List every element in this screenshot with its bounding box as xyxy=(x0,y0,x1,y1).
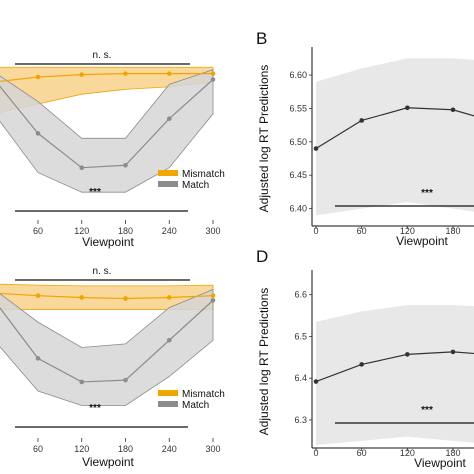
match-point xyxy=(123,162,128,168)
match-point xyxy=(210,77,216,82)
y-tick-label: 6.45 xyxy=(289,170,307,180)
legend-swatch-match xyxy=(158,181,178,187)
x-tick-label: 240 xyxy=(162,226,177,236)
match-point xyxy=(35,131,41,136)
ci-band xyxy=(316,305,474,445)
y-tick-label: 6.40 xyxy=(289,204,307,214)
plot-area xyxy=(313,305,474,445)
legend-label-match: Match xyxy=(182,400,209,411)
x-axis-title: Viewpoint xyxy=(82,235,134,249)
match-ci-band xyxy=(0,288,214,406)
significance-label: *** xyxy=(421,405,433,416)
plot-area xyxy=(0,66,216,193)
plot-area xyxy=(0,283,216,406)
mismatch-point xyxy=(35,293,41,298)
x-axis-title: Viewpoint xyxy=(82,455,134,469)
mismatch-point xyxy=(79,295,85,300)
panel-c: n. s. *** 60 120 180 240 300 Viewpoint MismatchM… xyxy=(0,266,225,469)
prediction-point xyxy=(405,352,410,357)
mismatch-point xyxy=(123,71,128,76)
panel-b: 6.40 6.45 6.50 6.55 6.60 0 60 120 180 *** Viewpoin… xyxy=(257,47,474,248)
match-ci-band xyxy=(0,69,214,193)
x-tick-label: 120 xyxy=(74,226,89,236)
ci-band xyxy=(316,58,474,216)
x-tick-label: 180 xyxy=(445,448,460,458)
prediction-point xyxy=(313,379,319,384)
x-tick-label: 0 xyxy=(313,226,318,236)
match-point xyxy=(123,377,128,383)
mismatch-point xyxy=(166,71,172,76)
prediction-point xyxy=(359,362,364,367)
x-axis-title: Viewpoint xyxy=(414,456,466,470)
legend-swatch-match xyxy=(158,401,178,407)
mismatch-point xyxy=(166,295,172,300)
match-point xyxy=(79,165,85,170)
legend-label-mismatch: Mismatch xyxy=(182,169,225,180)
prediction-point xyxy=(450,107,456,113)
mismatch-line xyxy=(0,292,214,300)
y-tick-label: 6.3 xyxy=(294,415,307,425)
match-point xyxy=(166,337,172,343)
y-axis-title: Adjusted log RT Predictions xyxy=(257,65,271,213)
y-tick-label: 6.50 xyxy=(289,137,307,147)
prediction-point xyxy=(450,349,456,355)
legend-swatch-mismatch xyxy=(158,390,178,396)
ns-label: n. s. xyxy=(93,266,112,277)
x-tick-label: 60 xyxy=(357,226,367,236)
significance-label: *** xyxy=(421,188,433,199)
match-line xyxy=(0,79,214,169)
x-tick-label: 120 xyxy=(400,448,415,458)
mismatch-point xyxy=(123,296,128,301)
match-point xyxy=(166,116,172,121)
panel-a: n. s. *** 60 120 180 240 300 Viewpoint MismatchM… xyxy=(0,50,225,249)
x-tick-label: 180 xyxy=(118,226,133,236)
x-tick-label: 180 xyxy=(118,444,133,454)
mismatch-point xyxy=(79,72,85,77)
x-axis-title: Viewpoint xyxy=(396,234,448,248)
legend-label-mismatch: Mismatch xyxy=(182,389,225,400)
plot-area xyxy=(313,58,474,216)
x-tick-label: 240 xyxy=(162,444,177,454)
x-tick-label: 180 xyxy=(445,226,460,236)
significance-label: *** xyxy=(89,187,101,198)
prediction-point xyxy=(405,105,410,111)
x-tick-label: 60 xyxy=(357,448,367,458)
panel-letter-b: B xyxy=(256,29,267,48)
match-point xyxy=(35,356,41,361)
x-tick-label: 300 xyxy=(205,444,220,454)
significance-label: *** xyxy=(89,403,101,414)
legend-swatch-mismatch xyxy=(158,170,178,176)
y-tick-label: 6.6 xyxy=(294,290,307,300)
mismatch-point xyxy=(210,71,216,76)
x-tick-label: 0 xyxy=(313,448,318,458)
match-point xyxy=(79,379,85,385)
prediction-point xyxy=(359,118,364,123)
panel-d: 6.3 6.4 6.5 6.6 0 60 120 180 *** Viewpoint Adjuste… xyxy=(257,270,474,470)
y-tick-label: 6.4 xyxy=(294,373,307,383)
legend-label-match: Match xyxy=(182,180,209,191)
x-tick-label: 60 xyxy=(33,226,43,236)
match-line xyxy=(0,299,214,383)
prediction-point xyxy=(313,146,319,151)
y-tick-label: 6.60 xyxy=(289,70,307,80)
mismatch-point xyxy=(35,74,41,80)
panel-letter-d: D xyxy=(256,247,268,266)
y-tick-label: 6.5 xyxy=(294,331,307,341)
x-tick-label: 120 xyxy=(400,226,415,236)
match-point xyxy=(210,298,216,303)
mismatch-point xyxy=(210,293,216,298)
x-tick-label: 300 xyxy=(205,226,220,236)
x-tick-label: 120 xyxy=(74,444,89,454)
ns-label: n. s. xyxy=(93,50,112,61)
y-tick-label: 6.55 xyxy=(289,103,307,113)
mismatch-line xyxy=(0,73,213,82)
y-axis-title: Adjusted log RT Predictions xyxy=(257,288,271,436)
x-tick-label: 60 xyxy=(33,444,43,454)
